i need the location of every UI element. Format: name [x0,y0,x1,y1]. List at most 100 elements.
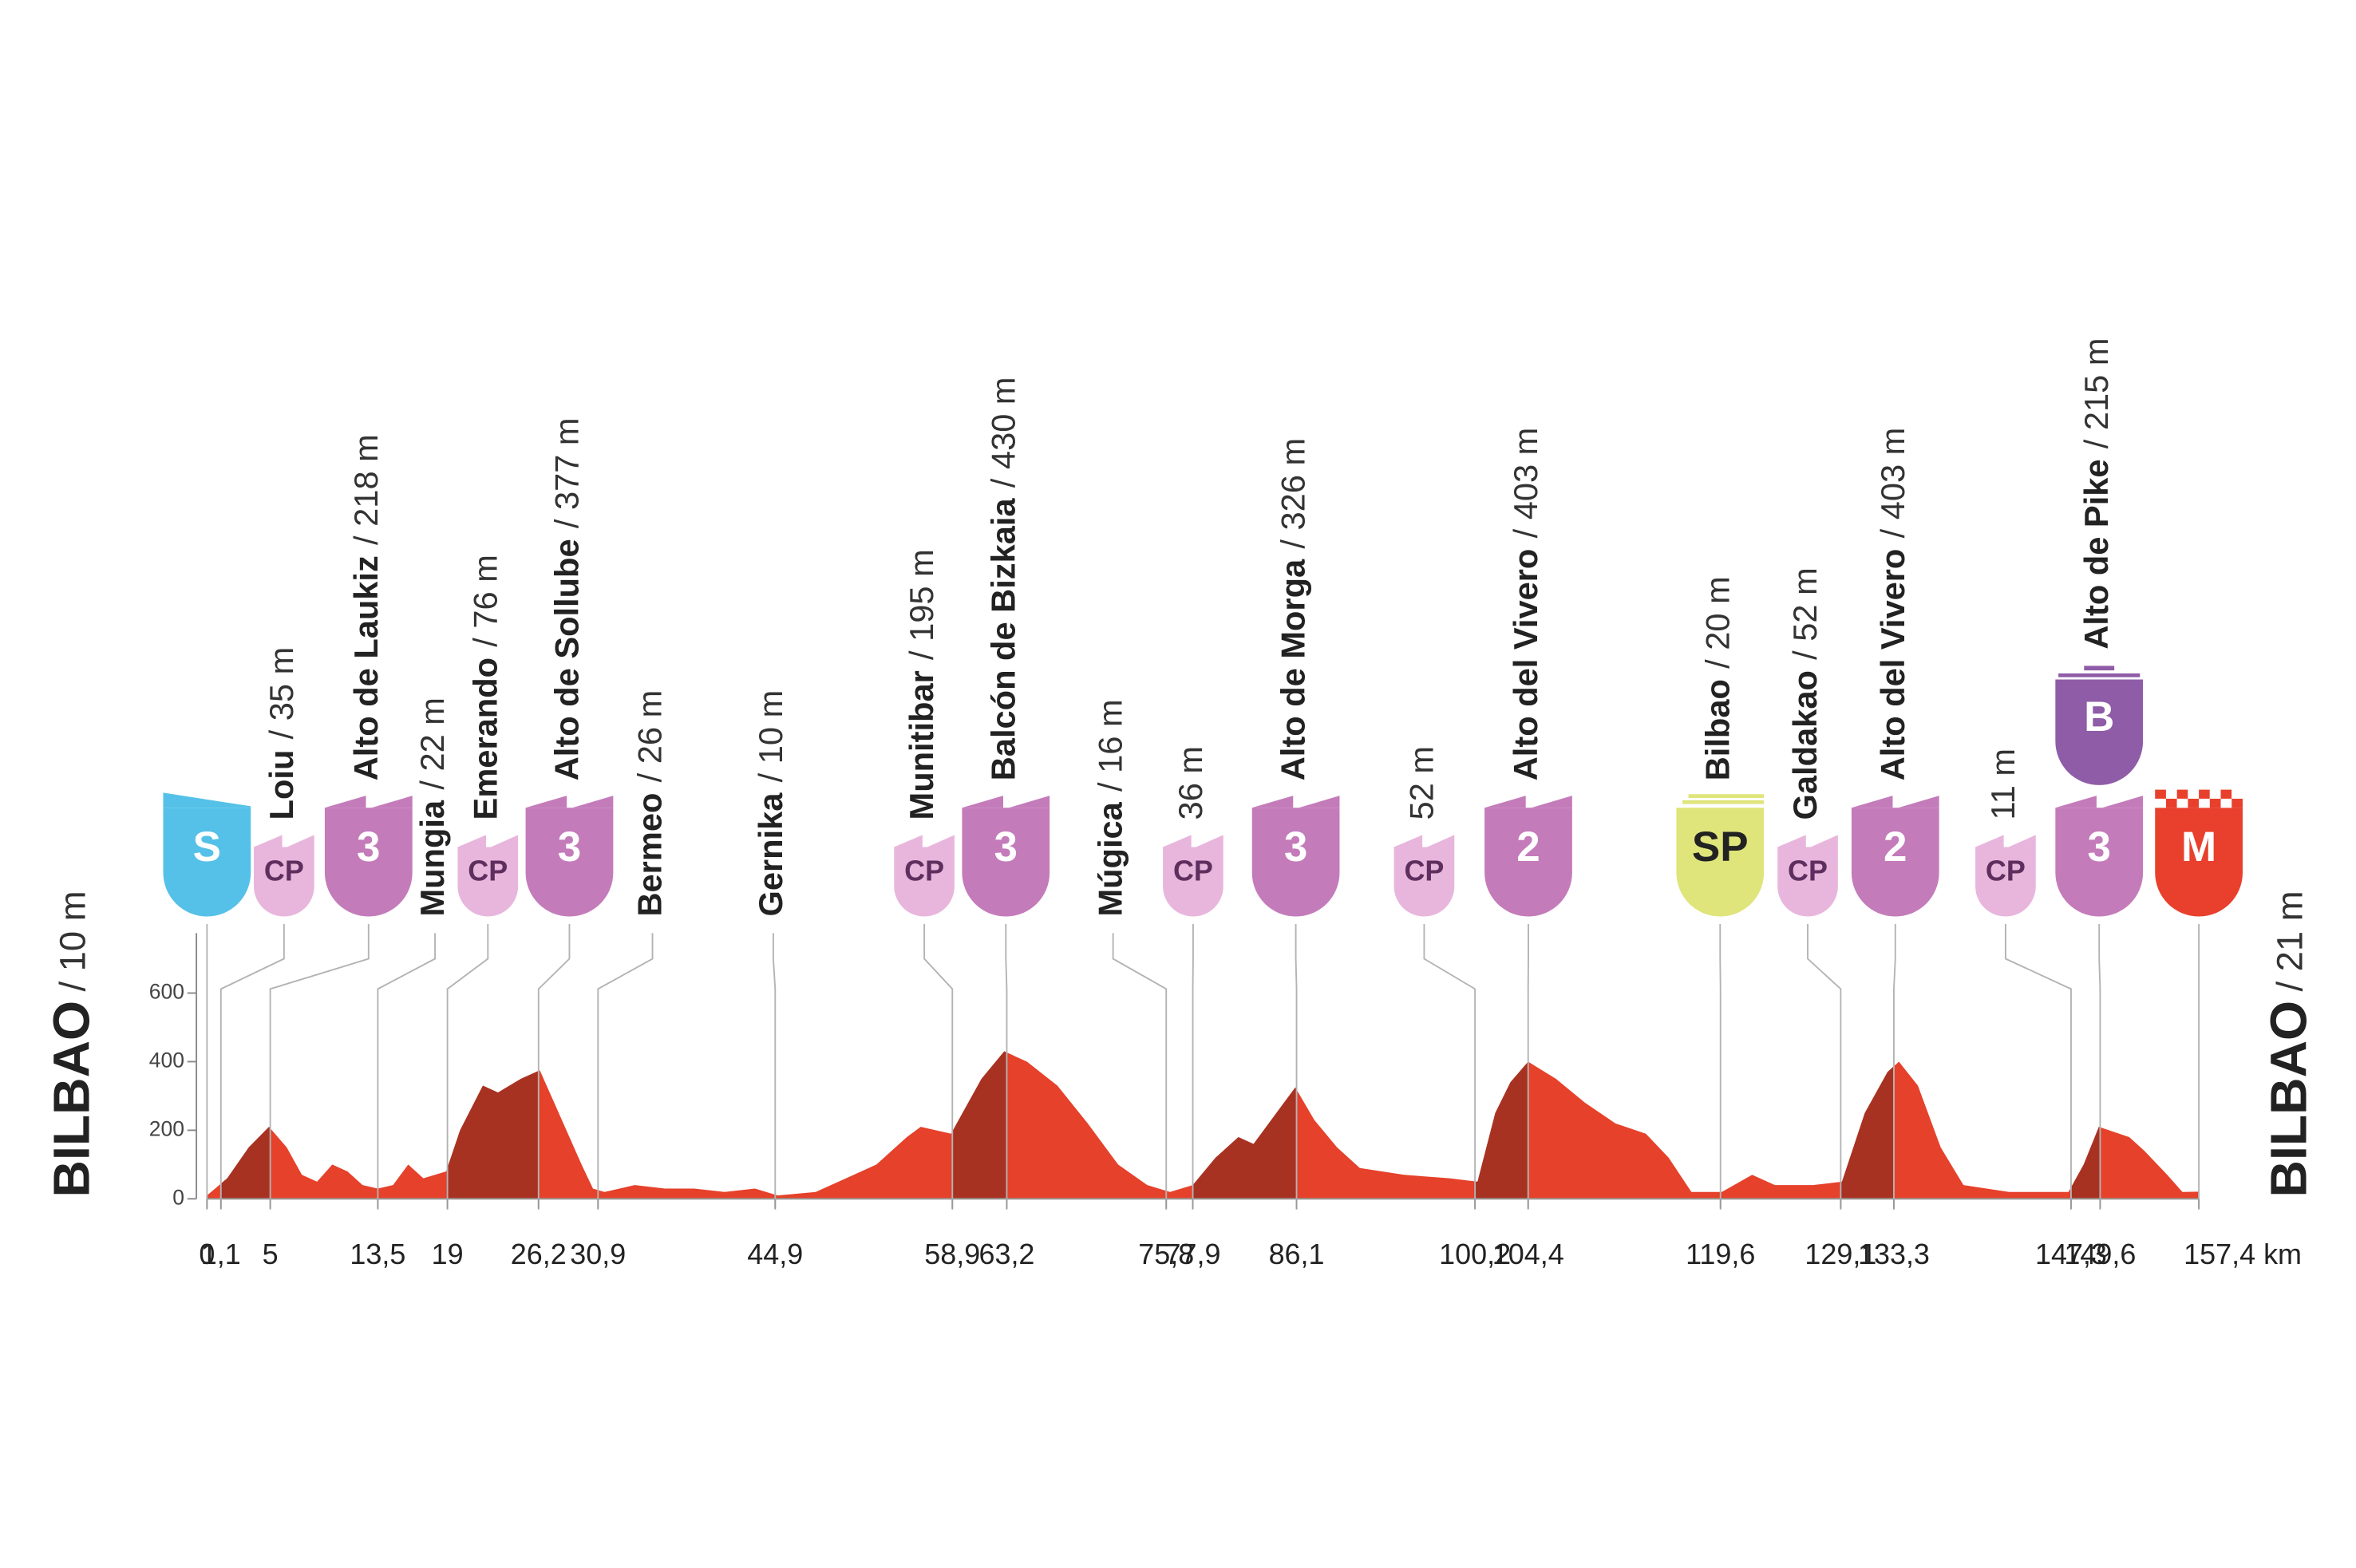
waypoint-altitude: 52 m [1402,746,1440,820]
badge-check [2155,789,2166,799]
badge-tab [894,835,923,847]
badge-check [2165,798,2177,808]
waypoint-label: Galdakao / 52 m [1786,567,1824,820]
badge-label: M [2181,823,2216,871]
y-tick-label: 400 [149,1048,184,1072]
badge-tab [1851,796,1893,808]
side-name: BILBAO [2259,1001,2317,1198]
badge-check [2176,789,2188,799]
badge-check [2165,789,2177,799]
badge [1851,808,1939,917]
badge-label: 3 [357,823,380,871]
badge-tab [1393,835,1423,847]
waypoint-name: Alto de Morga [1275,559,1312,780]
waypoint-name: Alto de Laukiz [347,555,385,780]
badge-label: 3 [1284,823,1307,871]
badge-tab [254,835,283,847]
waypoint-altitude: / 22 m [413,697,451,790]
x-tick-label: 149,6 [2064,1238,2136,1270]
badge-tab [1163,835,1192,847]
badge-tab [1251,796,1294,808]
badge-tab [1682,800,1765,804]
side-label: BILBAO / 21 m [2259,891,2317,1197]
badge-tab [2101,796,2144,808]
badge-tab [2084,666,2115,671]
x-tick-label: 104,4 [1492,1238,1564,1270]
badge-label: 3 [2087,823,2110,871]
badge [254,847,314,917]
badge-tab [1898,796,1939,808]
x-tick-label: 13,5 [350,1238,405,1270]
waypoint-label: Múgica / 16 m [1092,699,1129,916]
leader-line [597,933,654,1208]
badge-label: 2 [1516,823,1540,871]
waypoint-altitude: / 430 m [984,377,1022,488]
badge-label: CP [468,854,508,887]
badge [2155,808,2243,917]
waypoint-altitude: / 403 m [1874,428,1911,539]
x-tick-label: 77,9 [1165,1238,1221,1270]
badge-label: SP [1692,823,1749,871]
side-name: BILBAO [43,1001,101,1198]
waypoint-label: 52 m [1402,746,1440,820]
x-tick-label: 157,4 km [2184,1238,2302,1270]
waypoint-altitude: / 403 m [1507,428,1544,539]
x-tick-label: 129,1 [1805,1238,1876,1270]
badge [1251,808,1340,917]
badge-check [2188,789,2200,799]
badge-check [2209,798,2221,808]
badge [1393,847,1455,917]
badge-label: 2 [1884,823,1907,871]
x-tick-label: 119,6 [1686,1238,1755,1270]
badge-tab [572,796,614,808]
waypoint-label: Alto de Laukiz / 218 m [347,434,385,780]
side-altitude: / 10 m [53,891,93,991]
badge-tab [324,796,366,808]
waypoint-altitude: / 215 m [2077,338,2115,448]
leader-line [219,923,285,1208]
waypoint-label: Alto de Morga / 326 m [1275,438,1312,780]
leader-line [269,923,370,1208]
badge [525,808,614,917]
leader-line [1112,933,1168,1208]
badge-tab [1688,794,1765,799]
waypoint-name: Mungia [413,800,451,916]
badge-label: CP [904,854,944,887]
badge-tab [491,835,519,847]
badge-label: CP [1404,854,1444,887]
waypoint-label: Mungia / 22 m [413,697,451,916]
badge [163,808,251,917]
leader-line [923,923,954,1208]
badge-label: 3 [994,823,1018,871]
waypoint-name: Alto de Pike [2077,459,2115,649]
badge [1163,847,1223,917]
badge-tab [927,835,955,847]
leader-line [772,933,777,1208]
x-tick-label: 86,1 [1269,1238,1325,1270]
x-tick-label: 133,3 [1858,1238,1930,1270]
y-tick-label: 0 [172,1185,184,1209]
badge-check [2176,798,2188,808]
waypoint-name: Gernika [752,792,789,917]
badge [1676,808,1765,917]
badge [962,808,1050,917]
badge [1484,808,1572,917]
badge [1777,847,1838,917]
waypoint-altitude: 11 m [1984,748,2022,820]
x-tick-label: 100,2 [1439,1238,1511,1270]
waypoint-name: Bilbao [1698,679,1736,780]
badge-tab [163,792,251,808]
badge-tab [371,796,413,808]
badge-check [2220,789,2232,799]
waypoint-name: Múgica [1092,801,1129,916]
waypoint-label: 11 m [1984,748,2022,820]
badge-label: S [193,823,221,871]
waypoint-altitude: / 76 m [466,555,504,647]
waypoint-altitude: / 10 m [752,690,789,783]
badge-label: CP [1173,854,1213,887]
leader-line [446,923,489,1208]
waypoint-label: Loiu / 35 m [263,647,300,820]
waypoint-label: Emerando / 76 m [466,555,504,820]
badge-check [2155,798,2166,808]
side-altitude: / 21 m [2269,891,2310,991]
